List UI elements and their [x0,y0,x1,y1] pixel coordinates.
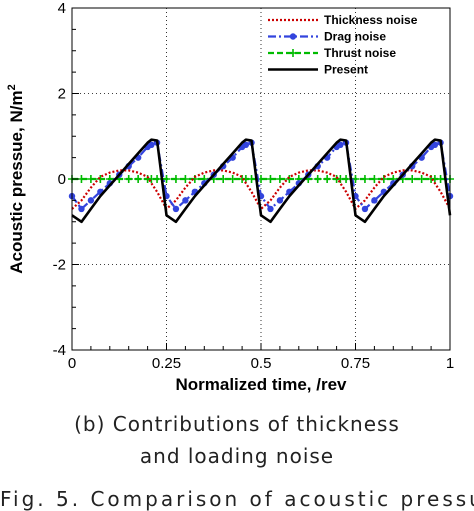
series-point [96,175,105,183]
series-point [162,175,171,183]
legend-label: Present [324,63,368,77]
figure-label: Fig. 5. Comparison of acoustic pressure [0,487,474,511]
series-point [153,175,162,183]
legend-label: Thrust noise [324,46,396,60]
series-point [134,175,143,183]
series-point [266,175,275,183]
legend-label: Drag noise [324,30,386,44]
series-point [86,175,95,183]
series-point [267,205,274,213]
series-point [323,175,332,183]
series-point [171,175,180,183]
legend: Thickness noise Drag noise Thrust noise Pre… [268,13,418,77]
chart: 0 0.25 0.5 0.75 1 -4 -2 0 2 4 Normalized time, /r… [6,0,455,394]
series-point [148,141,155,148]
series-point [417,175,426,183]
figure-caption-line-2: and loading noise [139,444,335,468]
y-axis-title-text: Acoustic pressue, N/m [7,90,26,273]
y-axis-title-superscript: 2 [6,84,18,90]
series-point [219,175,228,183]
y-tick-label: 0 [58,171,66,188]
x-tick-label: 0 [68,355,76,372]
series-point [78,205,85,213]
y-axis-title: Acoustic pressue, N/m2 [6,84,26,273]
series-point [360,175,369,183]
series-point [228,175,237,183]
series-point [124,175,133,183]
x-tick-label: 0.75 [341,355,370,372]
x-tick-label: 0.5 [251,355,272,372]
series-point [285,175,294,183]
series-layer [68,138,454,224]
series-point [361,205,369,213]
figure-caption-line-1: (b) Contributions of thickness [74,412,400,436]
y-tick-label: 2 [58,86,66,103]
x-tick-label: 0.25 [152,355,181,372]
y-tick-label: -4 [53,342,66,359]
series-line-3 [71,138,452,224]
series-point [431,141,439,148]
series-point [408,175,417,183]
x-axis-title: Normalized time, /rev [175,375,347,394]
series-point [436,175,445,183]
series-line-0 [71,169,451,210]
series-point [342,175,351,183]
y-tick-label: 4 [58,0,66,17]
series-point [172,205,180,213]
series-point [275,175,284,183]
series-point [313,175,322,183]
series-point [337,141,344,148]
series-point [87,197,95,204]
x-tick-label: 1 [446,355,454,372]
legend-marker [289,33,297,40]
series-point [276,197,284,204]
series-point [247,175,256,183]
legend-label: Thickness noise [324,13,418,27]
y-tick-label: -2 [53,257,66,274]
series-point [370,175,379,183]
legend-marker [289,49,297,57]
series-point [242,141,250,148]
series-point [371,197,378,204]
series-point [181,175,190,183]
ticks: 0 0.25 0.5 0.75 1 -4 -2 0 2 4 [53,0,455,372]
series-point [182,197,189,204]
